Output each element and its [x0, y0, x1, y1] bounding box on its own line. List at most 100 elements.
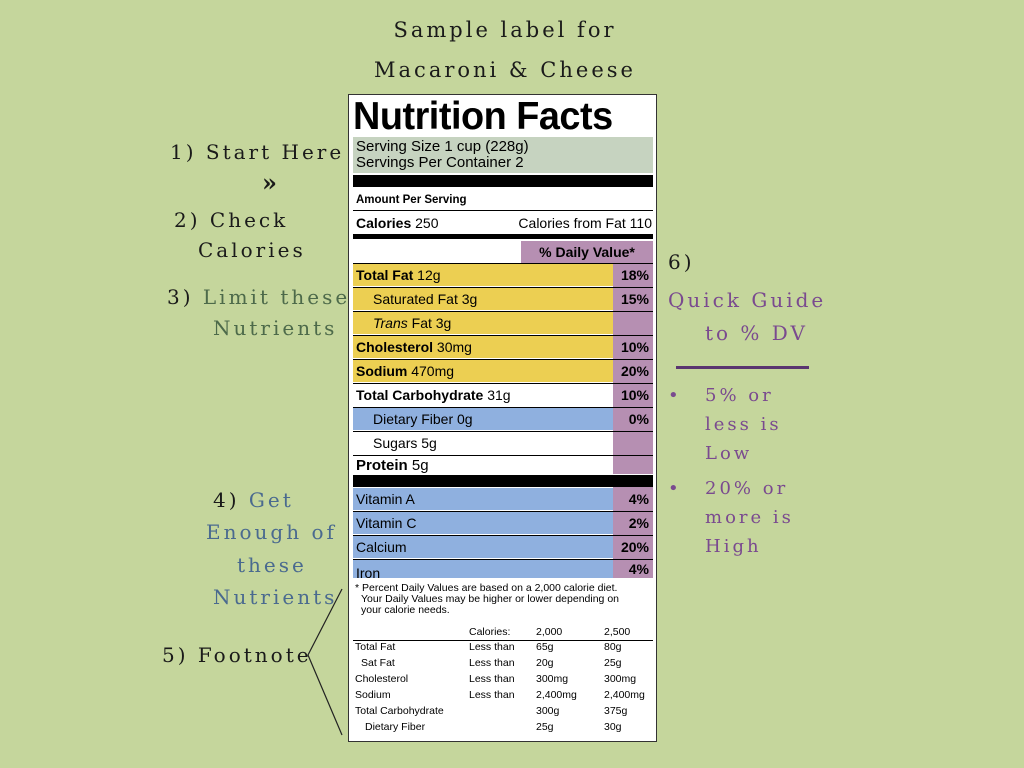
daily-value-header: % Daily Value* [521, 241, 653, 263]
foot-row-sat-fat-2000: 20g [536, 657, 554, 669]
annotation-get-enough-2: Enough of [206, 520, 337, 544]
pct-sat-fat: 15% [620, 291, 649, 307]
quick-guide-divider [676, 366, 809, 369]
nutrient-row-sodium: Sodium 470mg [353, 360, 613, 382]
vitamin-row-a: Vitamin A [353, 488, 613, 510]
foot-header-2500: 2,500 [604, 626, 631, 638]
calories-from-fat: Calories from Fat 110 [518, 215, 652, 231]
bullet-high-marker: • [668, 478, 682, 499]
label-title: Nutrition Facts [353, 95, 613, 138]
foot-row-total-fat-2500: 80g [604, 641, 622, 653]
double-arrow-icon: » [262, 168, 277, 197]
vitamin-row-iron: Iron [353, 560, 613, 578]
bullet-low-line1: 5% or [705, 385, 774, 406]
nutrient-row-fiber: Dietary Fiber 0g [353, 408, 613, 430]
foot-row-cholesterol-limit: Less than [469, 673, 515, 685]
foot-row-sat-fat: Sat Fat [361, 657, 395, 669]
bullet-low-marker: • [668, 385, 682, 406]
nutrient-row-sugars: Sugars 5g [373, 435, 437, 451]
foot-row-cholesterol-2500: 300mg [604, 673, 637, 685]
pct-calcium: 20% [620, 539, 649, 555]
page-title-line2: Macaroni & Cheese [374, 58, 636, 82]
foot-row-total-fat-2000: 65g [536, 641, 554, 653]
annotation-get-enough-1: 4) Get [213, 485, 294, 515]
calories-label: Calories [356, 215, 412, 231]
annotation-get-number: 4) [213, 488, 240, 512]
foot-row-fiber-2500: 30g [604, 721, 622, 733]
foot-row-sodium-limit: Less than [469, 689, 515, 701]
annotation-limit-nutrients-2: Nutrients [213, 316, 338, 340]
annotation-limit-number: 3) [167, 285, 194, 309]
foot-row-carbohydrate-2000: 300g [536, 705, 560, 717]
pct-vitamin-a: 4% [628, 491, 649, 507]
calories-value: 250 [415, 215, 439, 231]
foot-row-total-fat: Total Fat [355, 641, 396, 653]
dv-column [613, 264, 653, 474]
pct-sodium: 20% [620, 363, 649, 379]
annotation-start-here: 1) Start Here [170, 140, 345, 164]
nutrition-label: Nutrition Facts Serving Size 1 cup (228g… [348, 94, 657, 742]
foot-row-sat-fat-limit: Less than [469, 657, 515, 669]
annotation-get-enough-4: Nutrients [213, 585, 338, 609]
foot-row-fiber: Dietary Fiber [365, 721, 426, 733]
foot-row-total-fat-limit: Less than [469, 641, 515, 653]
pct-cholesterol: 10% [620, 339, 649, 355]
annotation-get-word: Get [248, 488, 294, 512]
medium-divider [353, 234, 653, 239]
footnote-text: * Percent Daily Values are based on a 2,… [355, 583, 619, 616]
amount-per-serving: Amount Per Serving [356, 194, 467, 206]
thick-divider [353, 175, 653, 187]
vitamin-row-calcium: Calcium [353, 536, 613, 558]
foot-row-carbohydrate-2500: 375g [604, 705, 628, 717]
vitamin-divider [353, 475, 653, 487]
page-title-line1: Sample label for [393, 18, 617, 42]
nutrient-row-sat-fat: Saturated Fat 3g [353, 288, 613, 310]
footnote-line-3: your calorie needs. [361, 604, 450, 616]
foot-header-2000: 2,000 [536, 626, 563, 638]
pct-carbohydrate: 10% [620, 387, 649, 403]
bullet-high-line3: High [705, 536, 762, 557]
annotation-quick-guide-1: Quick Guide [668, 288, 827, 312]
foot-row-cholesterol: Cholesterol [355, 673, 409, 685]
foot-row-cholesterol-2000: 300mg [536, 673, 569, 685]
foot-row-carbohydrate: Total Carbohydrate [355, 705, 444, 717]
annotation-limit-word: Limit these [202, 285, 351, 309]
footnote-line-1: * Percent Daily Values are based on a 2,… [355, 582, 618, 594]
serving-size: Serving Size 1 cup (228g) [356, 138, 529, 155]
nutrient-row-trans-fat: Trans Fat 3g [353, 312, 613, 334]
pct-fiber: 0% [628, 411, 649, 427]
bullet-low: 5% or less is Low [705, 381, 782, 468]
annotation-quick-guide-2: to % DV [705, 321, 808, 345]
footnote-bracket [307, 588, 343, 736]
bullet-low-line3: Low [705, 443, 753, 464]
annotation-check-calories-1: 2) Check [174, 208, 289, 232]
foot-header-calories: Calories: [469, 626, 511, 638]
vitamin-row-c: Vitamin C [353, 512, 613, 534]
foot-row-fiber-2000: 25g [536, 721, 554, 733]
serving-info: Serving Size 1 cup (228g) Servings Per C… [353, 137, 653, 173]
nutrient-row-cholesterol: Cholesterol 30mg [353, 336, 613, 358]
annotation-quick-guide-number: 6) [668, 250, 695, 274]
foot-row-sodium-2000: 2,400mg [536, 689, 577, 701]
annotation-footnote: 5) Footnote [162, 643, 312, 667]
bullet-low-line2: less is [705, 414, 782, 435]
nutrient-row-protein: Protein 5g [356, 457, 429, 474]
foot-row-sat-fat-2500: 25g [604, 657, 622, 669]
annotation-limit-nutrients-1: 3) Limit these [167, 282, 350, 312]
nutrient-row-carbohydrate: Total Carbohydrate 31g [356, 387, 511, 403]
calories-row: Calories 250 [356, 215, 439, 231]
pct-vitamin-c: 2% [628, 515, 649, 531]
footnote-line-2: Your Daily Values may be higher or lower… [361, 593, 619, 605]
foot-row-sodium-2500: 2,400mg [604, 689, 645, 701]
bullet-high: 20% or more is High [705, 474, 794, 561]
bullet-high-line1: 20% or [705, 478, 789, 499]
servings-per-container: Servings Per Container 2 [356, 154, 524, 171]
dv-column-vitamins [613, 487, 653, 578]
foot-row-sodium: Sodium [355, 689, 391, 701]
pct-iron: 4% [628, 561, 649, 577]
pct-total-fat: 18% [620, 267, 649, 283]
nutrient-row-total-fat: Total Fat 12g [353, 264, 613, 286]
annotation-get-enough-3: these [237, 553, 307, 577]
bullet-high-line2: more is [705, 507, 794, 528]
annotation-check-calories-2: Calories [198, 238, 306, 262]
